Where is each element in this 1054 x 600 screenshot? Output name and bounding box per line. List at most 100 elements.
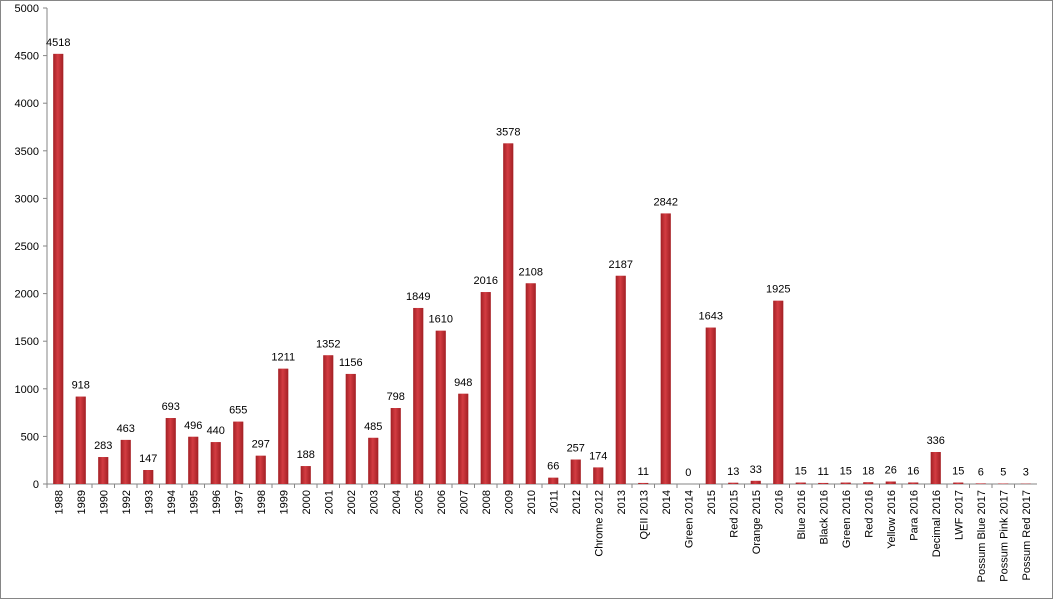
y-tick-label: 3500	[15, 146, 39, 158]
data-label: 918	[72, 380, 90, 392]
data-label: 26	[885, 465, 897, 477]
bar-shade	[165, 418, 176, 484]
x-tick-label: Green 2014	[683, 490, 695, 548]
y-tick-label: 3000	[15, 193, 39, 205]
bar-shade	[593, 467, 604, 484]
bar-shade	[638, 482, 649, 484]
data-label: 15	[795, 466, 807, 478]
x-tick-label: Possum Red 2017	[1021, 490, 1033, 581]
y-tick-label: 0	[33, 479, 39, 491]
data-label: 693	[162, 401, 180, 413]
bar-shade	[300, 466, 311, 484]
data-label: 15	[952, 466, 964, 478]
bar-shade	[278, 368, 289, 484]
bar-shade	[323, 355, 334, 484]
x-tick-label: 1990	[98, 490, 110, 514]
x-tick-label: 1999	[278, 490, 290, 514]
x-tick-label: 2007	[458, 490, 470, 514]
data-label: 16	[907, 465, 919, 477]
x-tick-label: 2012	[571, 490, 583, 514]
x-tick-label: 2001	[323, 490, 335, 514]
bar-shade	[908, 482, 919, 484]
x-tick-label: 2006	[436, 490, 448, 514]
x-tick-label: Para 2016	[908, 490, 920, 541]
bar-shade	[413, 307, 424, 484]
x-tick-label: Yellow 2016	[886, 490, 898, 549]
data-label: 463	[117, 423, 135, 435]
bar-shade	[885, 481, 896, 484]
x-tick-label: 1994	[166, 490, 178, 514]
data-label: 336	[927, 435, 945, 447]
data-label: 6	[978, 466, 984, 478]
x-tick-label: Possum Blue 2017	[976, 490, 988, 582]
x-tick-label: 1992	[121, 490, 133, 514]
y-tick-label: 2000	[15, 289, 39, 301]
data-label: 297	[252, 439, 270, 451]
data-label: 147	[139, 453, 157, 465]
data-label: 188	[297, 449, 315, 461]
bar-shade	[458, 393, 469, 484]
data-label: 2016	[474, 275, 498, 287]
bar-shade	[705, 327, 716, 484]
bar-shade	[570, 459, 581, 484]
data-label: 3	[1023, 467, 1029, 479]
y-tick-label: 4000	[15, 98, 39, 110]
data-label: 18	[862, 465, 874, 477]
bar-shade	[953, 482, 964, 484]
data-label: 283	[94, 440, 112, 452]
x-tick-label: Possum Pink 2017	[998, 490, 1010, 582]
x-tick-label: Decimal 2016	[931, 490, 943, 557]
x-tick-label: 1998	[256, 490, 268, 514]
y-tick-label: 1000	[15, 384, 39, 396]
x-tick-label: 1993	[143, 490, 155, 514]
bar-shade	[548, 477, 559, 484]
y-tick-label: 500	[21, 431, 39, 443]
x-tick-label: 2009	[503, 490, 515, 514]
y-tick-label: 2500	[15, 241, 39, 253]
x-tick-label: 1988	[53, 490, 65, 514]
x-tick-label: Blue 2016	[796, 490, 808, 540]
x-tick-label: 1989	[76, 490, 88, 514]
data-label: 0	[685, 467, 691, 479]
data-label: 33	[750, 464, 762, 476]
data-label: 798	[387, 391, 405, 403]
data-label: 257	[567, 443, 585, 455]
data-label: 1849	[406, 291, 430, 303]
data-label: 174	[589, 450, 607, 462]
x-tick-label: 2014	[661, 490, 673, 514]
x-tick-label: QEII 2013	[638, 490, 650, 540]
bar-shade	[188, 436, 199, 484]
bar-shade	[390, 408, 401, 484]
data-label: 66	[547, 461, 559, 473]
bar-shade	[840, 482, 851, 484]
x-tick-label: 2011	[548, 490, 560, 514]
data-label: 11	[638, 466, 649, 478]
x-tick-label: 1996	[211, 490, 223, 514]
bar-shade	[615, 275, 626, 484]
bar-shade	[773, 300, 784, 484]
bar-shade	[345, 373, 356, 484]
bar-shade	[728, 482, 739, 484]
bar-shade	[98, 457, 109, 484]
data-label: 1925	[766, 284, 790, 296]
bar-shade	[660, 213, 671, 485]
x-tick-label: Orange 2015	[751, 490, 763, 554]
bar-shade	[120, 439, 131, 484]
data-label: 1156	[339, 357, 363, 369]
x-tick-label: 2016	[773, 490, 785, 514]
x-tick-label: Chrome 2012	[593, 490, 605, 557]
bar-shade	[255, 455, 266, 484]
x-tick-label: 2015	[706, 490, 718, 514]
x-tick-label: LWF 2017	[953, 490, 965, 540]
data-label: 11	[818, 466, 829, 478]
x-tick-label: 2005	[413, 490, 425, 514]
data-label: 2842	[654, 196, 678, 208]
x-tick-label: Black 2016	[818, 490, 830, 544]
x-tick-label: 2010	[526, 490, 538, 514]
data-label: 2187	[609, 259, 633, 271]
y-tick-label: 4500	[15, 51, 39, 63]
bar-shade	[863, 482, 874, 484]
x-tick-label: 2004	[391, 490, 403, 514]
data-label: 948	[454, 377, 472, 389]
